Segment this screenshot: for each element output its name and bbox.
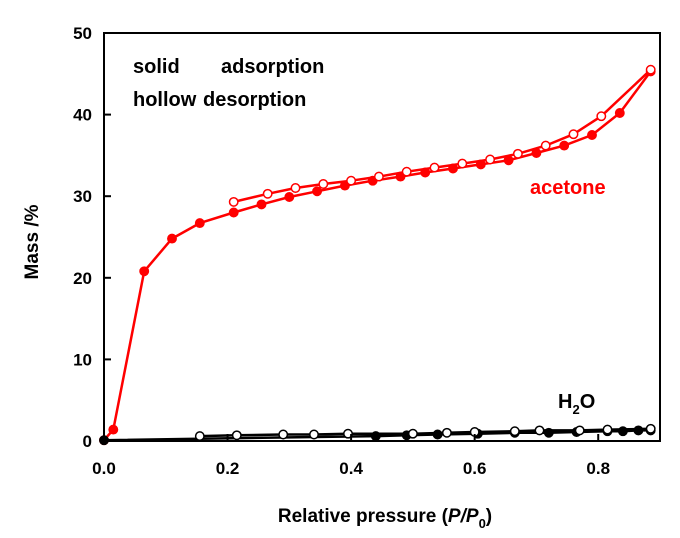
acetone-desorption-point xyxy=(540,140,551,151)
acetone-adsorption-point xyxy=(284,192,295,202)
acetone-desorption-point xyxy=(512,148,523,159)
acetone-adsorption-point xyxy=(559,140,570,151)
acetone-desorption-point xyxy=(645,64,656,75)
plot-frame xyxy=(103,32,661,442)
x-tick-label: 0.6 xyxy=(463,459,487,478)
acetone-adsorption-point xyxy=(167,233,177,244)
series-layer xyxy=(99,64,656,446)
legend-desorption-label: desorption xyxy=(203,89,306,111)
acetone-adsorption-point xyxy=(139,266,150,277)
h2o-label-suffix: O xyxy=(580,391,596,413)
x-tick-label: 0.8 xyxy=(586,459,610,478)
x-axis-title-suffix: ) xyxy=(486,506,492,527)
h2o-desorption-point xyxy=(602,424,613,435)
acetone-desorption-point xyxy=(401,166,412,177)
h2o-desorption-point xyxy=(534,425,545,436)
y-axis-title: Mass /% xyxy=(22,204,43,279)
x-tick-label: 0.2 xyxy=(216,459,240,478)
acetone-desorption-point xyxy=(429,162,440,173)
x-tick-label: 0.4 xyxy=(339,459,363,478)
acetone-desorption-point xyxy=(290,183,301,193)
acetone-desorption-point xyxy=(568,129,579,140)
h2o-desorption-point xyxy=(645,423,656,434)
acetone-adsorption-point xyxy=(312,186,323,197)
acetone-desorption-point xyxy=(457,158,468,169)
h2o-desorption-point xyxy=(343,428,353,439)
h2o-desorption-point xyxy=(509,426,520,437)
h2o-desorption-point xyxy=(278,429,289,440)
x-axis-title-var2: P xyxy=(466,506,479,527)
acetone-desorption-point xyxy=(318,179,329,189)
y-tick-label: 10 xyxy=(73,350,92,369)
y-tick-label: 0 xyxy=(83,432,92,451)
x-axis-title-subscript: 0 xyxy=(479,516,486,531)
acetone-desorption-point xyxy=(485,154,496,165)
h2o-desorption-point xyxy=(231,430,242,441)
y-tick-label: 50 xyxy=(73,24,92,43)
acetone-series-label: acetone xyxy=(530,177,606,199)
legend-solid-label: solid xyxy=(133,56,180,78)
acetone-adsorption-point xyxy=(587,130,597,140)
h2o-adsorption-point xyxy=(432,429,443,440)
acetone-desorption-point xyxy=(596,111,607,122)
y-tick-label: 20 xyxy=(73,269,92,288)
acetone-adsorption-point xyxy=(194,218,205,229)
h2o-desorption-point xyxy=(194,431,205,442)
acetone-desorption-point xyxy=(373,171,384,182)
legend-adsorption-label: adsorption xyxy=(221,56,324,78)
acetone-adsorption-point xyxy=(614,108,625,118)
acetone-adsorption-point xyxy=(256,199,267,210)
h2o-label-prefix: H xyxy=(558,391,572,413)
h2o-label-subscript: 2 xyxy=(572,402,579,417)
x-axis-title-slash: / xyxy=(460,506,468,527)
ticks-layer: 0.0 0.2 0.4 0.6 0.8 0 10 20 30 40 50 xyxy=(73,24,610,478)
y-tick-label: 40 xyxy=(73,106,92,125)
acetone-adsorption-point xyxy=(228,207,239,218)
x-axis-title: Relative pressure (P/P0) xyxy=(278,506,492,531)
acetone-desorption-point xyxy=(262,188,273,199)
h2o-desorption-point xyxy=(441,427,452,438)
y-tick-label: 30 xyxy=(73,187,92,206)
acetone-desorption-point xyxy=(346,175,357,186)
h2o-desorption-point xyxy=(309,429,319,440)
legend-hollow-label: hollow xyxy=(133,89,197,111)
h2o-adsorption-point xyxy=(633,425,644,436)
h2o-desorption-point xyxy=(407,428,418,439)
acetone-adsorption-point xyxy=(108,424,119,435)
x-axis-title-prefix: Relative pressure ( xyxy=(278,506,449,527)
x-tick-label: 0.0 xyxy=(92,459,116,478)
acetone-desorption-point xyxy=(228,196,239,207)
h2o-series-label: H2O xyxy=(558,391,595,417)
x-axis-title-var: P xyxy=(448,506,461,527)
h2o-desorption-point xyxy=(574,425,585,436)
